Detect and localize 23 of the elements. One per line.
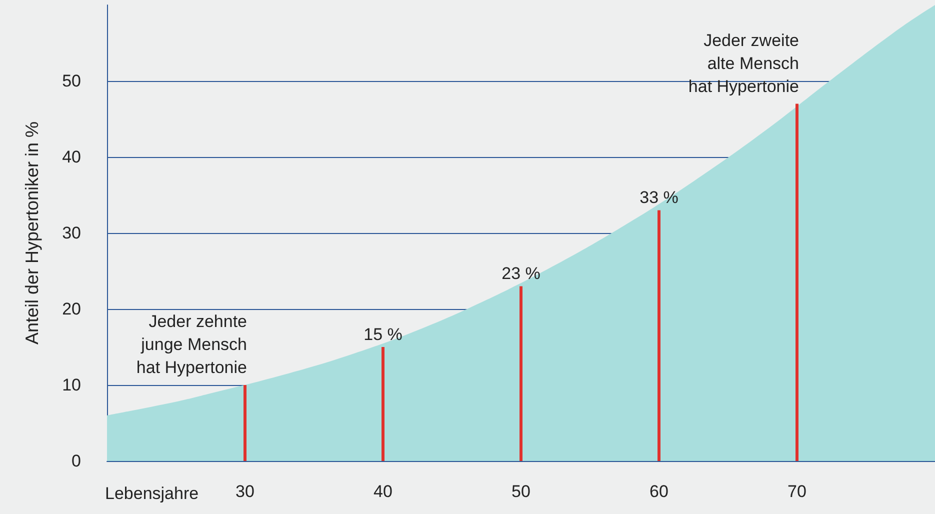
bar (520, 286, 522, 461)
y-tick-label: 10 (62, 376, 81, 394)
y-axis-title: Anteil der Hypertoniker in % (22, 121, 42, 345)
annotation: Jeder zweite alte Mensch hat Hypertonie (688, 30, 799, 96)
annotation: Jeder zehnte junge Mensch hat Hypertonie (136, 312, 247, 377)
y-tick-label: 30 (62, 224, 81, 242)
bar (796, 104, 798, 461)
x-tick-label: 50 (512, 482, 530, 501)
x-tick-label: 60 (650, 482, 668, 501)
y-tick-label: 20 (62, 300, 81, 318)
data-label: 15 % (364, 325, 402, 344)
data-label: 23 % (502, 264, 540, 284)
y-tick-label: 50 (62, 72, 81, 90)
data-label: 33 % (640, 188, 678, 208)
x-tick-label: 70 (788, 482, 806, 501)
bar (658, 210, 660, 461)
bar (244, 385, 246, 461)
y-tick-label: 0 (72, 452, 81, 470)
bar (382, 347, 384, 461)
x-axis-title: Lebensjahre (105, 484, 199, 503)
y-tick-label: 40 (62, 148, 81, 166)
x-tick-label: 40 (374, 482, 392, 501)
x-tick-label: 30 (236, 482, 254, 501)
